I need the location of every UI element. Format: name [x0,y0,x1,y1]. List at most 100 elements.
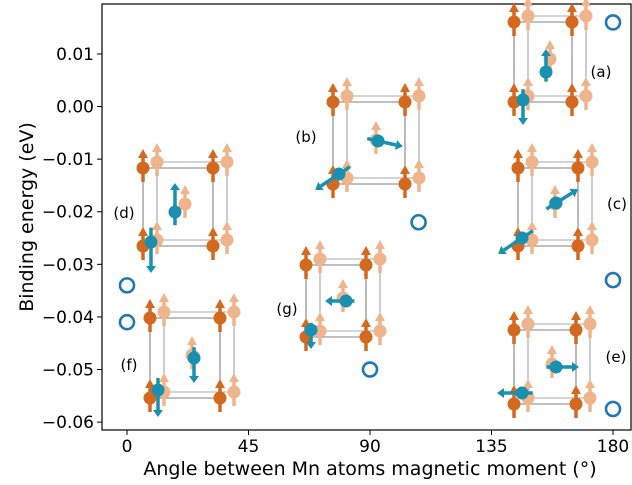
mn-atom [521,9,535,23]
configuration-sketch [143,293,241,417]
y-tick-label: −0.06 [42,413,94,433]
impurity-atom [304,323,318,337]
spin-arrowhead [587,143,597,152]
impurity-atom [339,294,353,308]
y-tick-label: −0.02 [42,203,94,223]
mn-atom [373,252,387,266]
spin-arrowhead [342,77,352,86]
impurity-atom [151,383,165,397]
spin-arrowhead [138,149,148,158]
spin-arrowhead [152,143,162,152]
mn-atom [136,161,150,175]
mn-atom [507,397,521,411]
impurity-spin-arrowhead [394,140,403,150]
mn-atom [220,233,234,247]
spin-arrowhead [550,185,560,194]
mn-atom [511,161,525,175]
mn-atom [569,323,583,337]
y-axis-ticks: 0.01 0.00 −0.01 −0.02 −0.03 −0.04 −0.05 −0.06 [42,45,102,433]
mn-atom [565,95,579,109]
mn-atom [525,233,539,247]
impurity-atom [549,196,563,210]
mn-atom [227,385,241,399]
spin-arrowhead [509,83,519,92]
spin-arrowhead [342,159,352,168]
impurity-spin-arrowhead [153,410,163,417]
mn-atom [507,15,521,29]
lattice-frame-back [163,311,235,393]
spin-arrowhead [315,240,325,249]
lattice-frame-back [319,258,381,332]
spin-arrowhead [375,312,385,321]
configuration-illustrations [136,0,599,418]
data-point [361,361,379,378]
spin-arrowhead [180,185,190,194]
spin-arrowhead [585,305,595,314]
x-tick-label: 90 [359,437,381,457]
spin-arrowhead [315,312,325,321]
spin-arrowhead [547,345,557,354]
mn-atom [206,239,220,253]
spin-arrowhead [400,165,410,174]
spin-arrowhead [523,0,533,6]
impurity-spin-arrowhead [315,181,324,191]
configuration-sketch [136,143,234,273]
spin-arrowhead [513,149,523,158]
impurity-spin-arrowhead [518,118,528,125]
panel-labels: (a) (b) (c) (d) (e) (f) (g) [113,63,627,374]
data-point [118,313,136,331]
spin-arrowhead [581,0,591,6]
spin-arrowhead [585,379,595,388]
x-tick-label: 135 [475,437,507,457]
data-points [118,14,622,418]
spin-arrowhead [187,336,197,345]
impurity-spin-arrowhead [306,342,316,349]
mn-atom [579,89,593,103]
data-point [410,213,427,231]
mn-atom [398,177,412,191]
spin-arrowhead [567,3,577,12]
spin-arrowhead [523,305,533,314]
mn-atom [157,305,171,319]
mn-atom [220,155,234,169]
mn-atom [227,305,241,319]
spin-arrowhead [567,83,577,92]
x-axis-ticks: 0 45 90 135 180 [122,430,629,457]
mn-atom [213,311,227,325]
spin-arrowhead [527,143,537,152]
impurity-atom [515,386,529,400]
spin-arrowhead [509,311,519,320]
spin-arrowhead [338,279,348,288]
y-tick-label: −0.05 [42,361,94,381]
mn-atom [340,89,354,103]
mn-atom [313,252,327,266]
spin-arrowhead [301,246,311,255]
spin-arrowhead [208,149,218,158]
mn-atom [143,391,157,405]
mn-atom [583,391,597,405]
mn-atom [359,330,373,344]
impurity-spin-arrowhead [498,245,507,255]
configuration-sketch [299,240,387,351]
spin-arrowhead [208,227,218,236]
mn-atom [521,317,535,331]
mn-atom [583,317,597,331]
mn-atom [412,89,426,103]
spin-arrowhead [229,293,239,302]
spin-arrowhead [375,240,385,249]
spin-arrowhead [215,299,225,308]
mn-atom [571,239,585,253]
spin-arrowhead [527,221,537,230]
spin-arrowhead [222,221,232,230]
mn-atom [299,258,313,272]
data-point [604,271,622,289]
configuration-sketch [497,305,597,418]
impurity-atom [515,231,529,245]
mn-atom [507,323,521,337]
mn-atom [373,324,387,338]
y-tick-label: −0.01 [42,150,94,170]
configuration-sketch [315,77,426,198]
mn-atom [571,161,585,175]
spin-arrowhead [571,311,581,320]
panel-label: (d) [113,204,134,222]
